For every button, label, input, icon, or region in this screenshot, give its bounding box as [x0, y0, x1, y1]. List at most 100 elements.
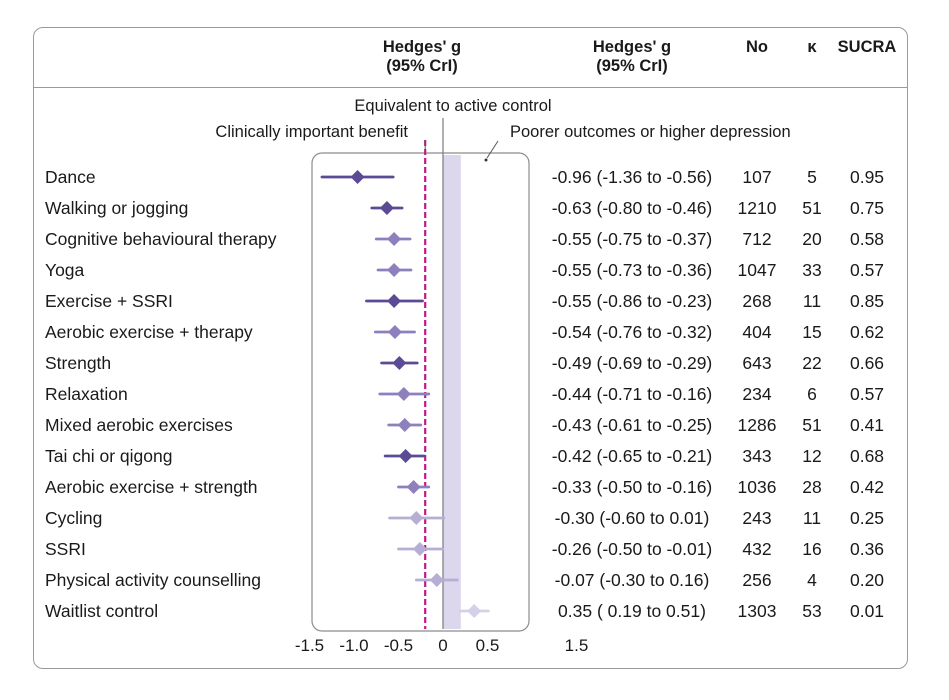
row-label: Cycling — [45, 508, 102, 528]
sucra-value: 0.36 — [850, 539, 884, 559]
kappa-value: 11 — [803, 291, 821, 311]
estimate-value: -0.26 (-0.50 to -0.01) — [552, 539, 713, 559]
no-value: 1047 — [738, 260, 777, 280]
estimate-value: -0.55 (-0.73 to -0.36) — [552, 260, 713, 280]
kappa-value: 16 — [802, 539, 821, 559]
kappa-value: 5 — [807, 167, 817, 187]
kappa-value: 51 — [802, 198, 821, 218]
no-value: 712 — [742, 229, 771, 249]
plot-header-line1: Hedges' g — [382, 38, 462, 56]
sucra-value: 0.75 — [850, 198, 884, 218]
sucra-value: 0.66 — [850, 353, 884, 373]
no-value: 234 — [742, 384, 771, 404]
estimate-value: -0.63 (-0.80 to -0.46) — [552, 198, 713, 218]
no-value: 107 — [742, 167, 771, 187]
row-label: Physical activity counselling — [45, 570, 261, 590]
sucra-value: 0.57 — [850, 260, 884, 280]
point-estimate-diamond — [387, 232, 402, 246]
sucra-value: 0.85 — [850, 291, 884, 311]
estimate-value: 0.35 ( 0.19 to 0.51) — [558, 601, 706, 621]
point-estimate-diamond — [387, 325, 402, 339]
row-label: Exercise + SSRI — [45, 291, 173, 311]
no-column-header: No — [746, 38, 768, 56]
plot-header-line2: (95% CrI) — [386, 57, 458, 75]
sucra-value: 0.20 — [850, 570, 884, 590]
equivalence-band — [443, 155, 461, 629]
estimate-value: -0.44 (-0.71 to -0.16) — [552, 384, 713, 404]
poorer-outcomes-leader — [486, 140, 499, 159]
kappa-value: 28 — [802, 477, 821, 497]
point-estimate-diamond — [412, 542, 427, 556]
row-label: Mixed aerobic exercises — [45, 415, 233, 435]
row-label: Walking or jogging — [45, 198, 188, 218]
estimate-value: -0.54 (-0.76 to -0.32) — [552, 322, 713, 342]
row-label: Aerobic exercise + strength — [45, 477, 258, 497]
x-tick-label: 0 — [438, 636, 447, 655]
point-estimate-diamond — [387, 294, 402, 308]
poorer-outcomes-dot — [484, 158, 488, 162]
sucra-value: 0.01 — [850, 601, 884, 621]
no-value: 432 — [742, 539, 771, 559]
point-estimate-diamond — [396, 387, 411, 401]
point-estimate-diamond — [350, 170, 365, 184]
row-label: Relaxation — [45, 384, 128, 404]
no-value: 1303 — [738, 601, 777, 621]
point-estimate-diamond — [409, 511, 424, 525]
annotation-clinically-important: Clinically important benefit — [215, 123, 408, 141]
plot-panel — [311, 152, 530, 632]
row-label: SSRI — [45, 539, 86, 559]
sucra-column-header: SUCRA — [837, 38, 897, 56]
sucra-value: 0.95 — [850, 167, 884, 187]
row-label: Waitlist control — [45, 601, 158, 621]
estimate-value: -0.07 (-0.30 to 0.16) — [555, 570, 710, 590]
sucra-value: 0.58 — [850, 229, 884, 249]
kappa-value: 51 — [802, 415, 821, 435]
annotation-poorer: Poorer outcomes or higher depression — [510, 123, 791, 141]
estimate-value: -0.55 (-0.86 to -0.23) — [552, 291, 713, 311]
sucra-value: 0.57 — [850, 384, 884, 404]
x-tick-label: -0.5 — [384, 636, 413, 655]
estimate-value: -0.96 (-1.36 to -0.56) — [552, 167, 713, 187]
estimate-value: -0.43 (-0.61 to -0.25) — [552, 415, 713, 435]
estimate-value: -0.42 (-0.65 to -0.21) — [552, 446, 713, 466]
row-label: Strength — [45, 353, 111, 373]
point-estimate-diamond — [398, 449, 413, 463]
kappa-value: 22 — [802, 353, 821, 373]
kappa-value: 15 — [802, 322, 821, 342]
estimate-value: -0.33 (-0.50 to -0.16) — [552, 477, 713, 497]
sucra-value: 0.41 — [850, 415, 884, 435]
point-estimate-diamond — [379, 201, 394, 215]
no-value: 1210 — [738, 198, 777, 218]
estimate-value: -0.55 (-0.75 to -0.37) — [552, 229, 713, 249]
no-value: 256 — [742, 570, 771, 590]
no-value: 268 — [742, 291, 771, 311]
point-estimate-diamond — [392, 356, 407, 370]
kappa-column-header: κ — [807, 38, 817, 56]
no-value: 404 — [742, 322, 771, 342]
kappa-value: 6 — [807, 384, 817, 404]
point-estimate-diamond — [387, 263, 402, 277]
sucra-value: 0.68 — [850, 446, 884, 466]
point-estimate-diamond — [406, 480, 421, 494]
no-value: 1036 — [738, 477, 777, 497]
x-tick-label: -1.0 — [339, 636, 368, 655]
sucra-value: 0.25 — [850, 508, 884, 528]
estimate-value: -0.49 (-0.69 to -0.29) — [552, 353, 713, 373]
row-label: Dance — [45, 167, 96, 187]
x-tick-label: -1.5 — [295, 636, 324, 655]
estimate-column-header: Hedges' g (95% CrI) — [582, 38, 682, 76]
point-estimate-diamond — [467, 604, 482, 618]
row-label: Aerobic exercise + therapy — [45, 322, 253, 342]
figure-frame — [33, 27, 908, 669]
annotation-equivalent: Equivalent to active control — [354, 97, 551, 115]
kappa-value: 53 — [802, 601, 821, 621]
estimate-value: -0.30 (-0.60 to 0.01) — [555, 508, 710, 528]
point-estimate-diamond — [397, 418, 412, 432]
x-tick-label: 0.5 — [476, 636, 500, 655]
row-label: Cognitive behavioural therapy — [45, 229, 277, 249]
no-value: 343 — [742, 446, 771, 466]
no-value: 1286 — [738, 415, 777, 435]
kappa-value: 12 — [802, 446, 821, 466]
kappa-value: 33 — [802, 260, 821, 280]
